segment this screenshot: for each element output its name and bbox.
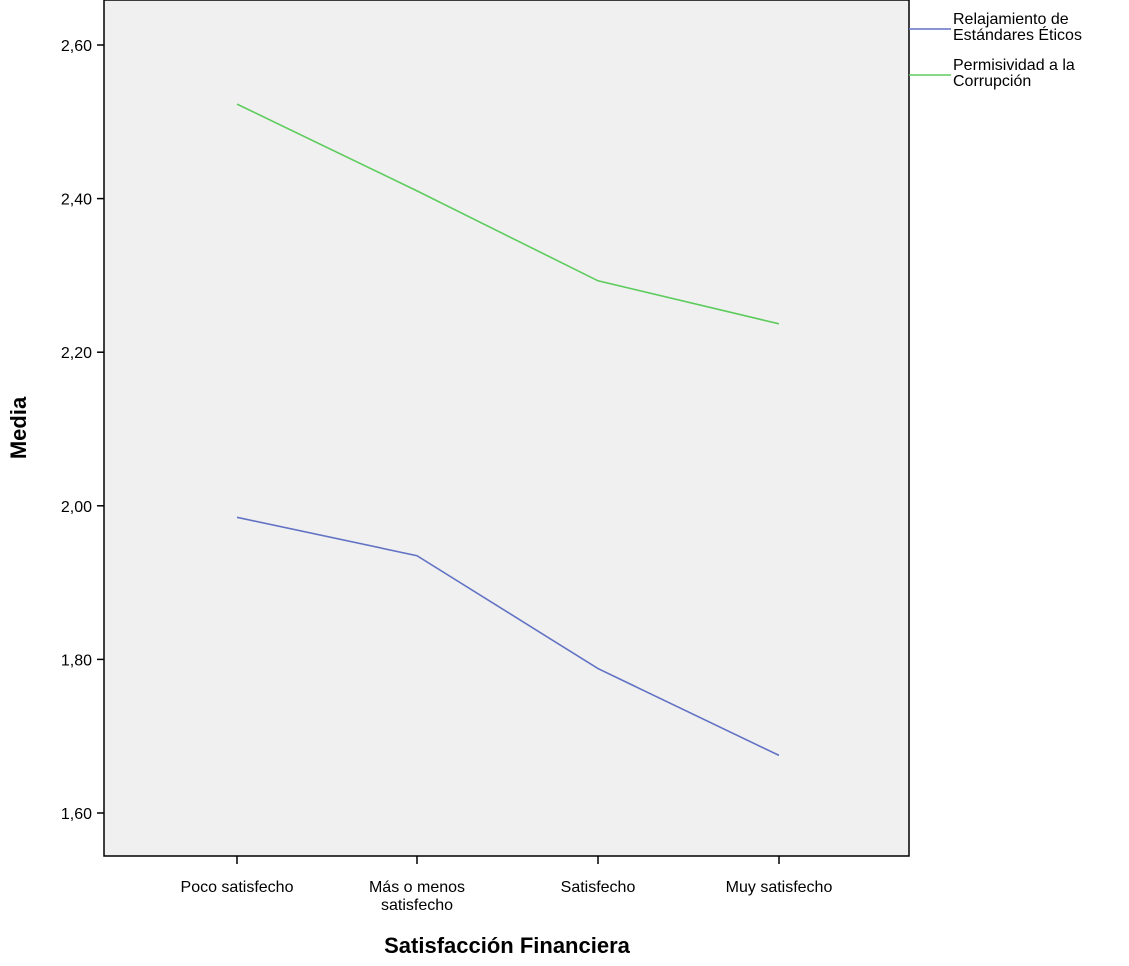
plot-area	[104, 0, 909, 856]
x-tick-label: Satisfecho	[561, 879, 636, 896]
x-axis-title: Satisfacción Financiera	[384, 933, 631, 958]
y-axis: 1,60 1,80 2,00 2,20 2,40 2,60	[61, 38, 104, 823]
legend: Relajamiento de Estándares Éticos Permisiv…	[909, 11, 1082, 90]
legend-label: Permisividad a la Corrupción	[953, 57, 1075, 90]
x-tick-label: Más o menos satisfecho	[369, 879, 465, 914]
series-line	[236, 103, 780, 325]
y-tick-label: 2,20	[61, 345, 92, 362]
y-axis-title: Media	[6, 396, 31, 459]
y-tick-label: 2,40	[61, 192, 92, 209]
y-tick-label: 1,80	[61, 652, 92, 669]
y-tick-label: 2,00	[61, 499, 92, 516]
plot-frame	[103, 0, 910, 857]
x-axis: Poco satisfecho Más o menos satisfecho Sati…	[181, 856, 833, 914]
y-tick-label: 2,60	[61, 38, 92, 55]
legend-label: Relajamiento de Estándares Éticos	[953, 11, 1082, 44]
series-lines	[236, 103, 780, 757]
x-tick-label: Poco satisfecho	[181, 879, 294, 896]
y-tick-label: 1,60	[61, 806, 92, 823]
series-line	[236, 516, 780, 757]
x-tick-label: Muy satisfecho	[726, 879, 833, 896]
